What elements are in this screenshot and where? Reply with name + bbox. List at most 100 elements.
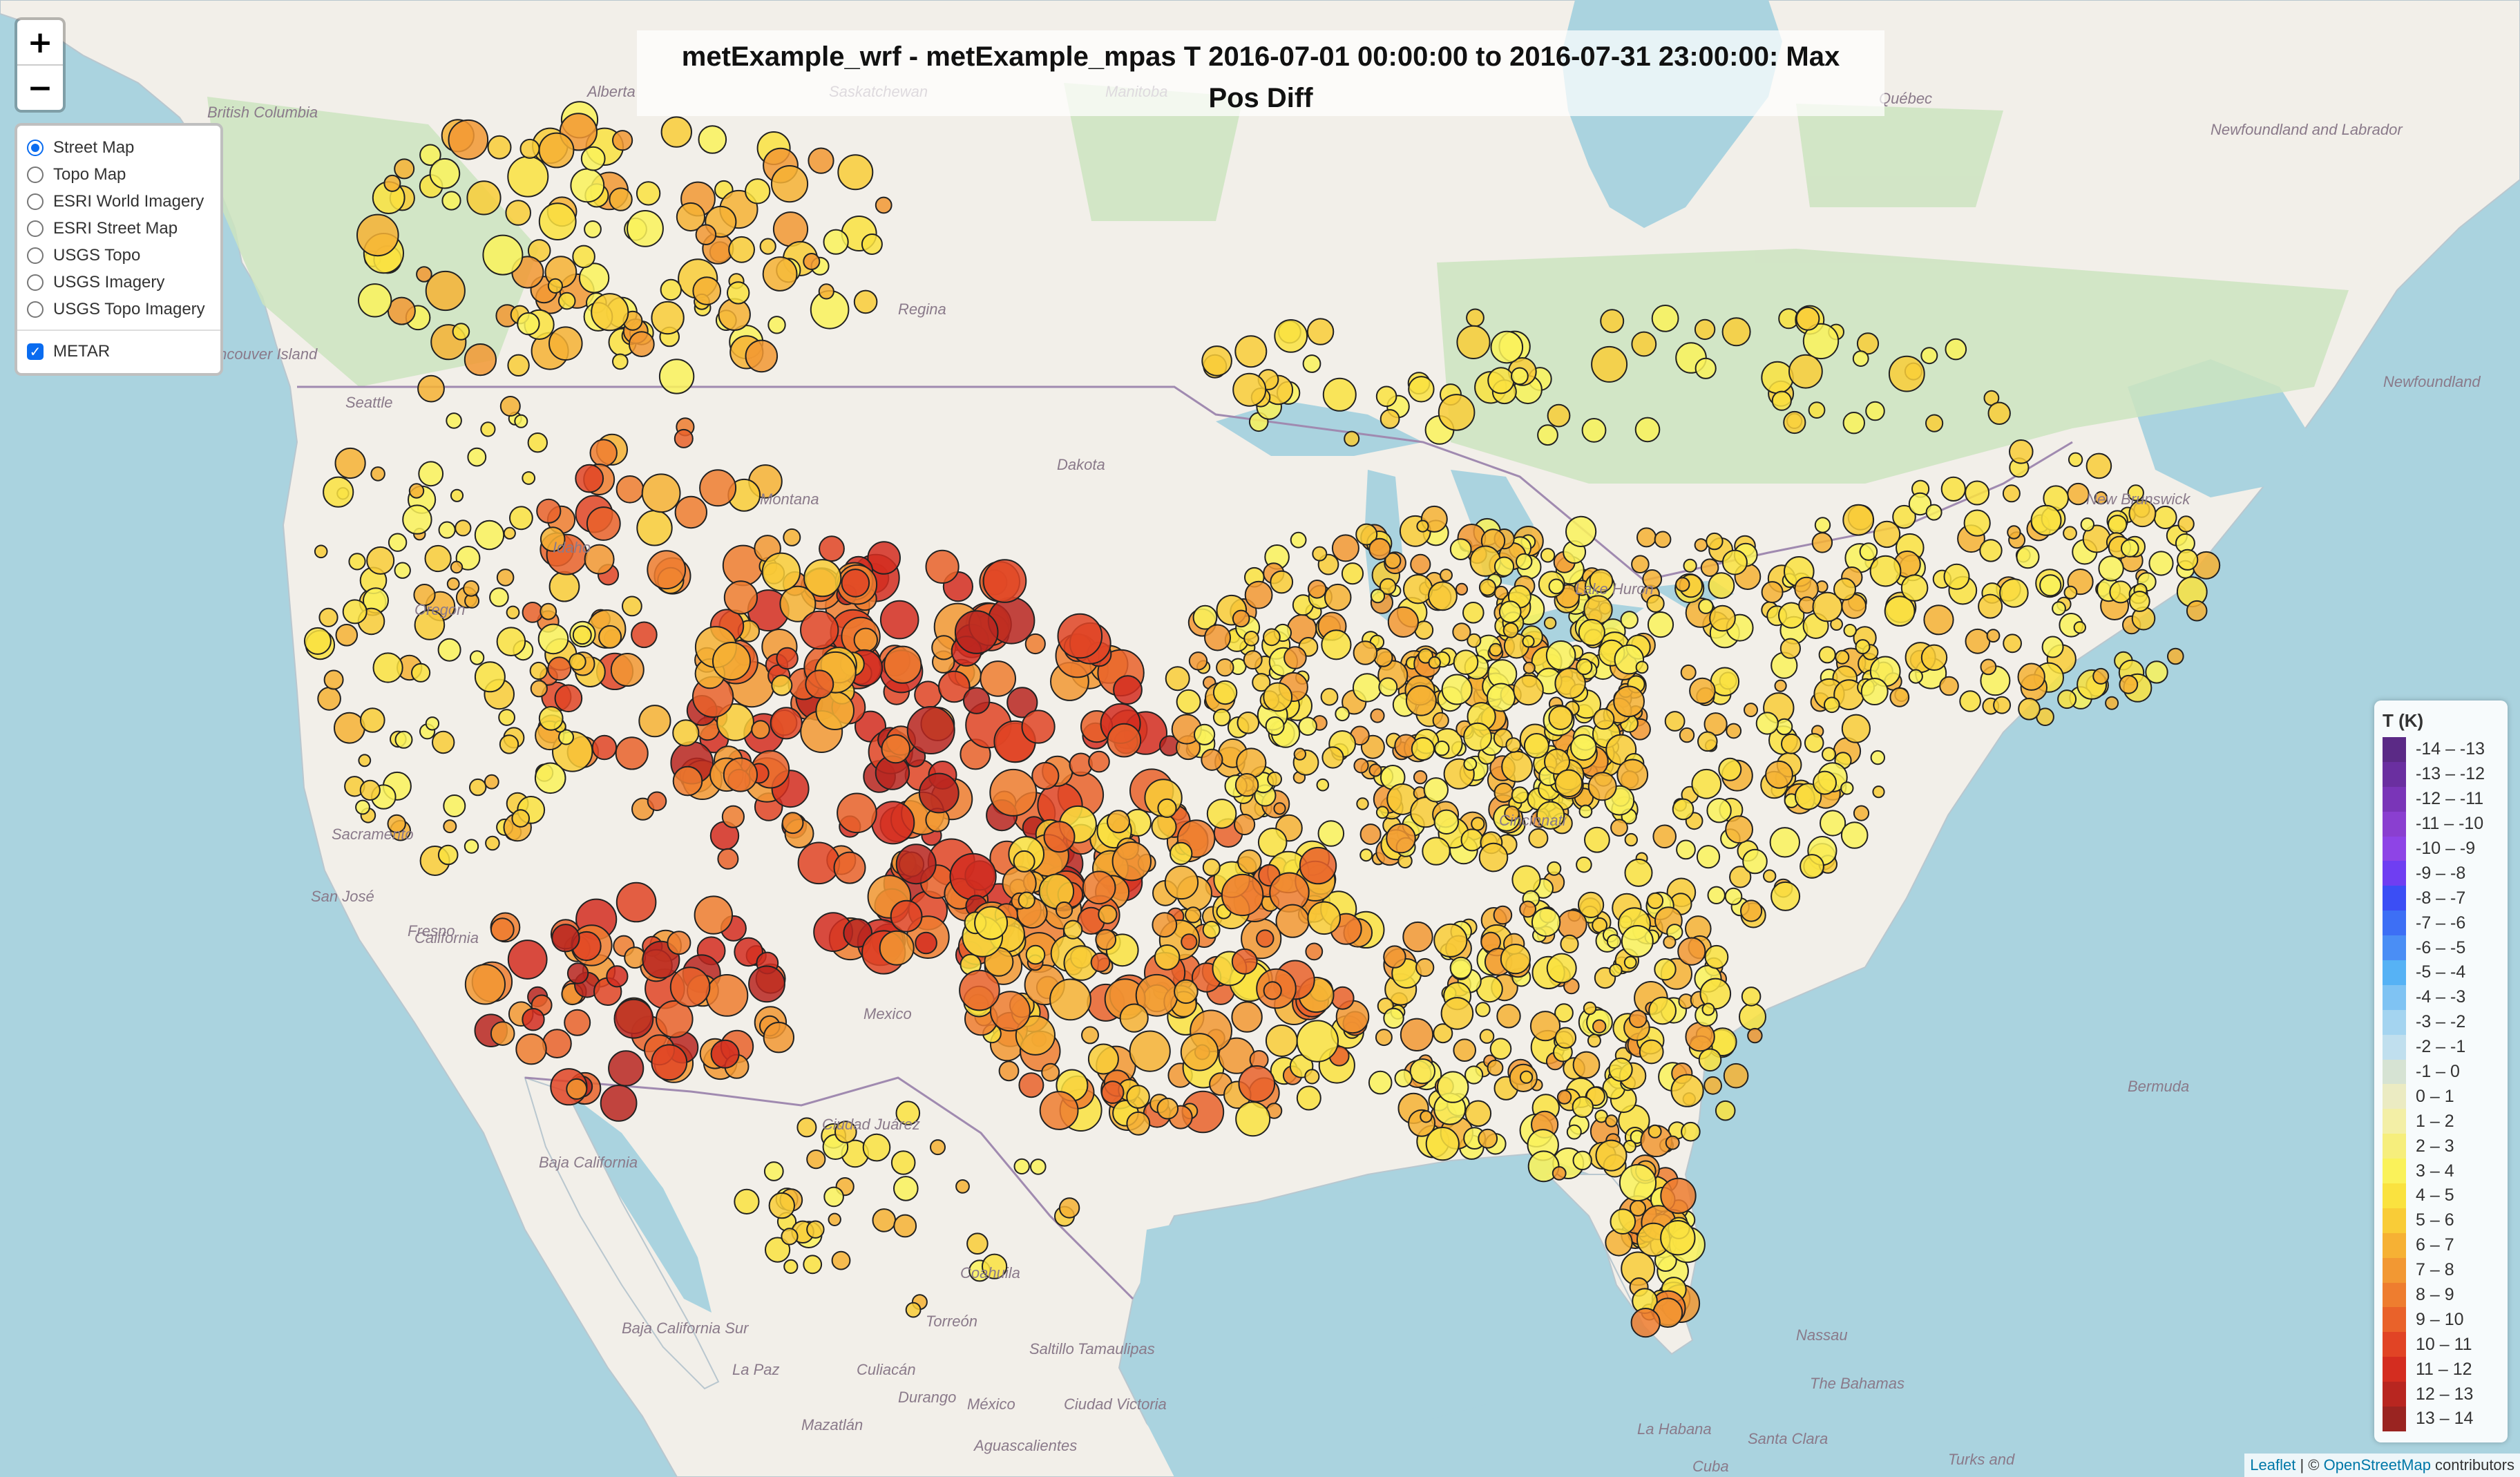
- station-marker[interactable]: [1305, 942, 1324, 961]
- station-marker[interactable]: [589, 439, 618, 467]
- station-marker[interactable]: [803, 1255, 823, 1275]
- station-marker[interactable]: [446, 412, 462, 429]
- station-marker[interactable]: [1478, 842, 1509, 873]
- station-marker[interactable]: [538, 132, 575, 169]
- station-marker[interactable]: [519, 138, 540, 159]
- station-marker[interactable]: [1852, 350, 1869, 367]
- station-marker[interactable]: [723, 580, 758, 615]
- station-marker[interactable]: [772, 211, 809, 247]
- station-marker[interactable]: [1554, 1003, 1574, 1023]
- station-marker[interactable]: [1763, 869, 1777, 883]
- station-marker[interactable]: [867, 541, 901, 575]
- station-marker[interactable]: [2098, 555, 2124, 582]
- station-marker[interactable]: [1595, 1139, 1628, 1172]
- station-marker[interactable]: [1231, 1001, 1263, 1033]
- station-marker[interactable]: [1554, 769, 1583, 798]
- station-marker[interactable]: [1729, 866, 1752, 888]
- station-marker[interactable]: [1822, 747, 1836, 762]
- station-marker[interactable]: [1298, 716, 1317, 736]
- station-marker[interactable]: [466, 180, 502, 216]
- station-marker[interactable]: [1778, 602, 1805, 629]
- station-marker[interactable]: [1422, 837, 1451, 866]
- station-marker[interactable]: [2167, 647, 2184, 665]
- station-marker[interactable]: [1154, 944, 1181, 971]
- station-marker[interactable]: [1703, 1076, 1723, 1095]
- station-marker[interactable]: [1513, 674, 1544, 706]
- station-marker[interactable]: [2121, 539, 2139, 558]
- station-marker[interactable]: [1049, 978, 1091, 1021]
- station-marker[interactable]: [1606, 934, 1621, 949]
- station-marker[interactable]: [819, 535, 845, 562]
- station-marker[interactable]: [823, 229, 849, 255]
- station-marker[interactable]: [498, 709, 515, 726]
- station-marker[interactable]: [342, 599, 368, 625]
- station-marker[interactable]: [1126, 1085, 1150, 1109]
- station-marker[interactable]: [1263, 981, 1282, 1000]
- station-marker[interactable]: [1204, 624, 1231, 651]
- station-marker[interactable]: [515, 1033, 547, 1065]
- station-marker[interactable]: [808, 147, 834, 174]
- station-marker[interactable]: [1432, 712, 1449, 730]
- radio-icon[interactable]: [27, 166, 44, 183]
- station-marker[interactable]: [1478, 578, 1496, 596]
- station-marker[interactable]: [387, 296, 416, 325]
- station-marker[interactable]: [721, 805, 745, 828]
- station-marker[interactable]: [2148, 551, 2174, 576]
- station-marker[interactable]: [1082, 870, 1116, 905]
- station-marker[interactable]: [1993, 696, 2012, 714]
- station-marker[interactable]: [1387, 606, 1420, 638]
- station-marker[interactable]: [1452, 622, 1471, 642]
- station-marker[interactable]: [1556, 1089, 1572, 1105]
- station-marker[interactable]: [875, 196, 892, 214]
- station-marker[interactable]: [841, 569, 870, 598]
- station-marker[interactable]: [1646, 892, 1664, 909]
- station-marker[interactable]: [1623, 955, 1637, 969]
- station-marker[interactable]: [1709, 604, 1736, 632]
- station-marker[interactable]: [609, 187, 633, 211]
- station-marker[interactable]: [1840, 781, 1854, 795]
- zoom-in-button[interactable]: +: [27, 24, 53, 60]
- station-marker[interactable]: [372, 652, 403, 683]
- station-marker[interactable]: [1478, 1128, 1498, 1149]
- station-marker[interactable]: [1505, 737, 1521, 753]
- station-marker[interactable]: [469, 778, 487, 797]
- station-marker[interactable]: [800, 610, 839, 650]
- base-layer-option[interactable]: Street Map: [27, 134, 213, 161]
- station-marker[interactable]: [745, 339, 779, 373]
- station-marker[interactable]: [2016, 545, 2040, 569]
- station-marker[interactable]: [762, 256, 798, 292]
- station-marker[interactable]: [834, 1121, 857, 1143]
- station-marker[interactable]: [1320, 687, 1339, 706]
- station-marker[interactable]: [698, 125, 727, 154]
- station-marker[interactable]: [1511, 786, 1529, 804]
- station-marker[interactable]: [1129, 1030, 1171, 1072]
- station-marker[interactable]: [1316, 778, 1330, 792]
- station-marker[interactable]: [416, 266, 432, 283]
- station-marker[interactable]: [672, 719, 700, 747]
- station-marker[interactable]: [1375, 385, 1397, 408]
- station-marker[interactable]: [432, 730, 455, 754]
- station-marker[interactable]: [1192, 604, 1218, 630]
- station-marker[interactable]: [1212, 708, 1231, 727]
- station-marker[interactable]: [489, 587, 509, 607]
- station-marker[interactable]: [751, 720, 770, 739]
- station-marker[interactable]: [1375, 1029, 1393, 1047]
- station-marker[interactable]: [872, 1208, 897, 1232]
- station-marker[interactable]: [1425, 1127, 1460, 1161]
- station-marker[interactable]: [1663, 935, 1677, 949]
- station-marker[interactable]: [694, 895, 734, 935]
- station-marker[interactable]: [1813, 770, 1837, 795]
- station-marker[interactable]: [1665, 1135, 1680, 1150]
- station-marker[interactable]: [1699, 978, 1732, 1010]
- station-marker[interactable]: [1283, 646, 1307, 669]
- station-marker[interactable]: [1410, 553, 1431, 575]
- station-marker[interactable]: [1592, 1019, 1607, 1033]
- station-marker[interactable]: [881, 734, 910, 764]
- station-marker[interactable]: [949, 852, 997, 901]
- station-marker[interactable]: [615, 475, 645, 504]
- base-layer-option[interactable]: USGS Imagery: [27, 269, 213, 296]
- station-marker[interactable]: [1783, 410, 1806, 435]
- station-marker[interactable]: [1683, 558, 1697, 573]
- station-marker[interactable]: [1234, 813, 1256, 836]
- station-marker[interactable]: [425, 270, 466, 312]
